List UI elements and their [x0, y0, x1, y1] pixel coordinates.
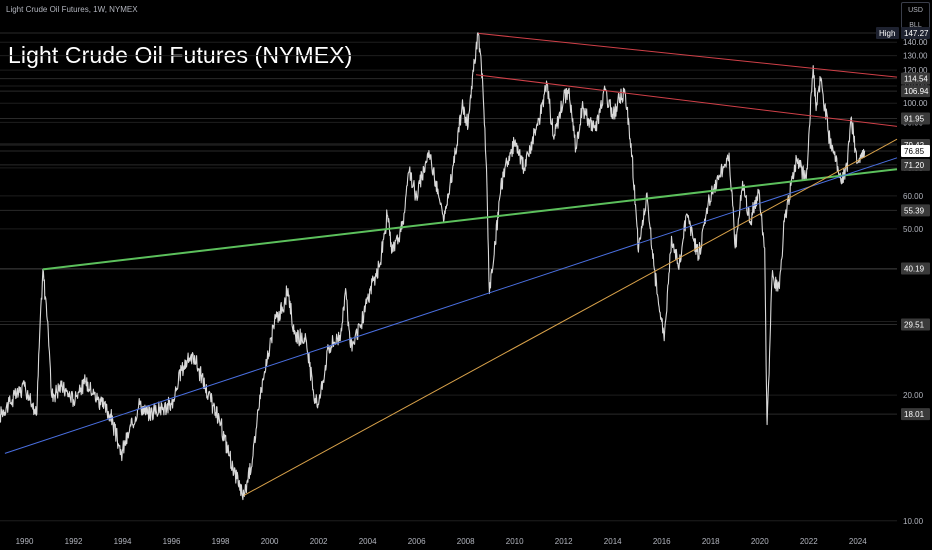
price-label-box [901, 85, 930, 98]
x-tick-label: 2014 [604, 537, 622, 546]
price-label: 29.51 [904, 321, 925, 330]
y-tick-label: 50.00 [903, 225, 924, 234]
x-tick-label: 2004 [359, 537, 377, 546]
price-label: 147.27 [904, 29, 929, 38]
x-tick-label: 1998 [212, 537, 230, 546]
price-label-box [901, 27, 930, 40]
price-label: 55.39 [904, 206, 925, 215]
x-tick-label: 2000 [261, 537, 279, 546]
price-label-box [901, 112, 930, 125]
price-label-box [901, 144, 930, 157]
price-label-box [901, 72, 930, 85]
price-label-box [901, 262, 930, 275]
y-tick-label: 100.00 [903, 99, 928, 108]
x-tick-label: 1992 [65, 537, 83, 546]
price-label-box [901, 204, 930, 217]
x-tick-label: 1996 [163, 537, 181, 546]
x-tick-label: 2006 [408, 537, 426, 546]
chart-title: Light Crude Oil Futures (NYMEX) [8, 42, 353, 68]
price-label-box [901, 318, 930, 331]
trendline [42, 168, 898, 271]
y-tick-label: 20.00 [903, 391, 924, 400]
x-tick-label: 2010 [506, 537, 524, 546]
price-label-box [901, 158, 930, 171]
symbol-header: Light Crude Oil Futures, 1W, NYMEX [6, 5, 138, 14]
currency-label: USD [908, 7, 923, 14]
x-tick-label: 2018 [702, 537, 720, 546]
x-tick-label: 2008 [457, 537, 475, 546]
price-label-box [901, 408, 930, 421]
x-tick-label: 1990 [16, 537, 34, 546]
price-label-prefix-box [876, 27, 899, 40]
price-label: 76.85 [904, 147, 925, 156]
x-tick-label: 2024 [849, 537, 867, 546]
x-tick-label: 2016 [653, 537, 671, 546]
trendline [243, 138, 898, 496]
x-tick-label: 2012 [555, 537, 573, 546]
x-tick-label: 2020 [751, 537, 769, 546]
trendline [475, 74, 898, 127]
unit-label: BLL [909, 22, 922, 29]
price-label: 91.95 [904, 114, 925, 123]
price-label: 114.54 [904, 75, 928, 84]
y-tick-label: 10.00 [903, 517, 924, 526]
y-tick-label: 130.00 [903, 52, 928, 61]
x-tick-label: 2002 [310, 537, 328, 546]
x-tick-label: 2022 [800, 537, 818, 546]
y-tick-label: 140.00 [903, 38, 928, 47]
price-label: 40.19 [904, 265, 925, 274]
price-series-line [0, 32, 866, 501]
x-tick-label: 1994 [114, 537, 132, 546]
price-label: 71.20 [904, 161, 925, 170]
trendline [4, 157, 898, 454]
price-label: 18.01 [904, 410, 925, 419]
y-tick-label: 60.00 [903, 192, 924, 201]
price-label: 106.94 [904, 87, 929, 96]
price-label-prefix: High [879, 29, 895, 38]
y-tick-label: 120.00 [903, 66, 928, 75]
trendline [478, 32, 898, 78]
